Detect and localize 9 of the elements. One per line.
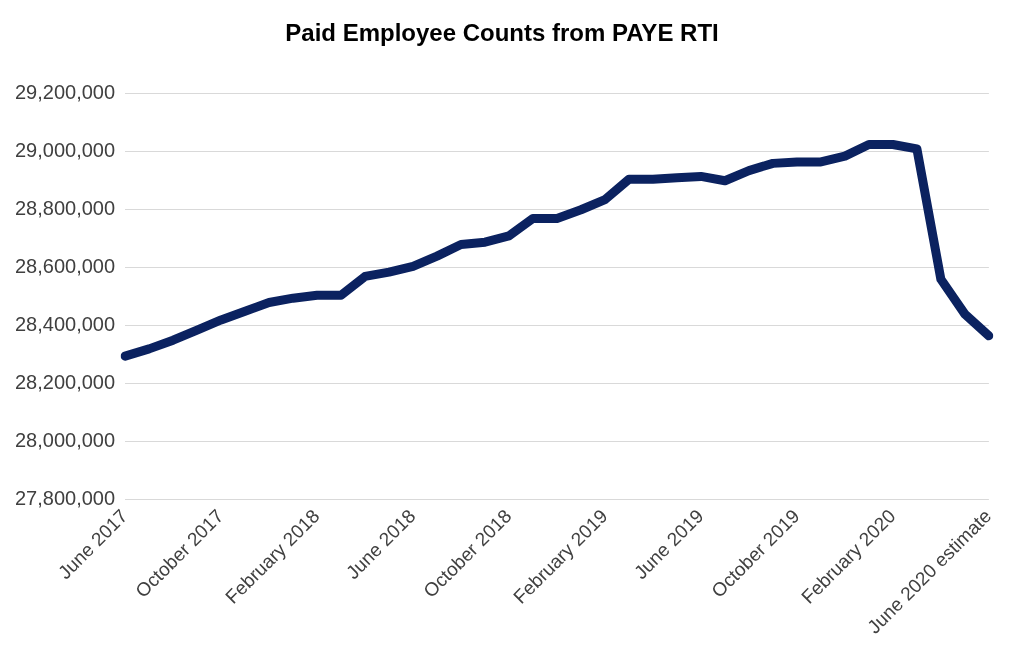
y-tick-label: 28,000,000 — [14, 429, 116, 452]
y-tick-label: 28,400,000 — [14, 313, 116, 336]
y-tick-label: 28,800,000 — [14, 197, 116, 220]
y-tick-label: 28,600,000 — [14, 255, 116, 278]
y-tick-label: 27,800,000 — [14, 487, 116, 510]
y-tick-label: 28,200,000 — [14, 371, 116, 394]
y-tick-label: 29,000,000 — [14, 139, 116, 162]
chart-title: Paid Employee Counts from PAYE RTI — [285, 19, 719, 47]
y-tick-label: 29,200,000 — [14, 81, 116, 104]
